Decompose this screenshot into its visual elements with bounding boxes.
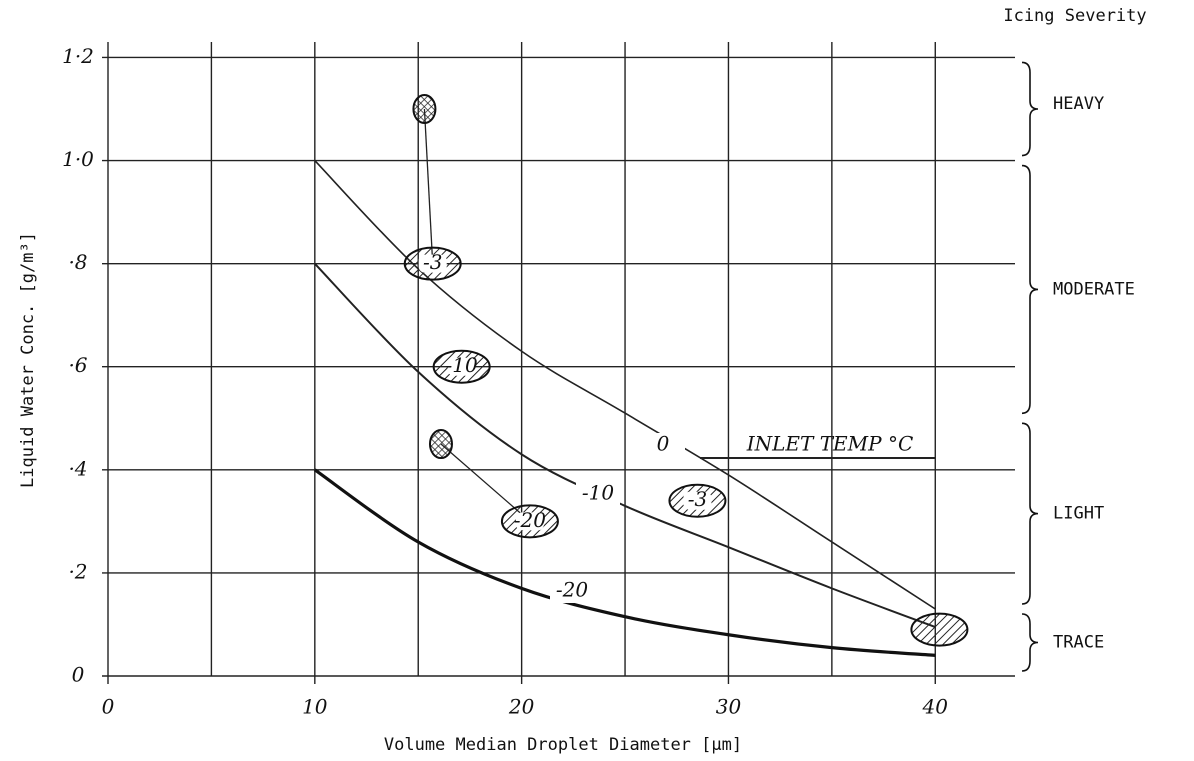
annotation: INLET TEMP °C bbox=[746, 432, 914, 456]
y-tick-label: ·8 bbox=[68, 250, 87, 274]
severity-brace bbox=[1022, 166, 1038, 414]
severity-title: Icing Severity bbox=[1003, 6, 1146, 26]
ice-shape bbox=[911, 614, 967, 646]
ice-shape bbox=[430, 430, 452, 458]
ice-shape-label: -20 bbox=[514, 508, 546, 532]
x-axis-label: Volume Median Droplet Diameter [μm] bbox=[384, 735, 742, 755]
series-label: -10 bbox=[582, 481, 614, 505]
y-tick-label: ·4 bbox=[68, 456, 87, 480]
ice-shape-label: -3 bbox=[688, 487, 707, 511]
series-label: 0 bbox=[657, 432, 670, 456]
ice-shape-label: -10 bbox=[446, 353, 478, 377]
severity-brace bbox=[1022, 62, 1038, 155]
chart: Icing Severity Volume Median Droplet Dia… bbox=[0, 0, 1194, 761]
shape-connector bbox=[424, 109, 432, 264]
severity-label: LIGHT bbox=[1053, 504, 1104, 524]
severity-label: TRACE bbox=[1053, 632, 1104, 652]
severity-label: MODERATE bbox=[1053, 279, 1135, 299]
ice-shape-label: -3 bbox=[423, 250, 442, 274]
series-label: -20 bbox=[556, 578, 588, 602]
y-tick-label: 1·0 bbox=[62, 147, 94, 171]
x-tick-label: 30 bbox=[716, 695, 742, 719]
severity-brace bbox=[1022, 614, 1038, 671]
ice-shape bbox=[413, 95, 435, 123]
x-tick-label: 0 bbox=[102, 695, 115, 719]
y-tick-label: ·2 bbox=[68, 559, 87, 583]
y-tick-label: 0 bbox=[72, 663, 85, 687]
y-axis-label: Liquid Water Conc. [g/m³] bbox=[18, 232, 38, 488]
y-tick-label: 1·2 bbox=[62, 44, 94, 68]
x-tick-label: 40 bbox=[922, 695, 949, 719]
severity-label: HEAVY bbox=[1053, 94, 1104, 114]
x-tick-label: 20 bbox=[508, 695, 535, 719]
y-tick-label: ·6 bbox=[68, 353, 87, 377]
severity-brace bbox=[1022, 423, 1038, 604]
x-tick-label: 10 bbox=[302, 695, 328, 719]
